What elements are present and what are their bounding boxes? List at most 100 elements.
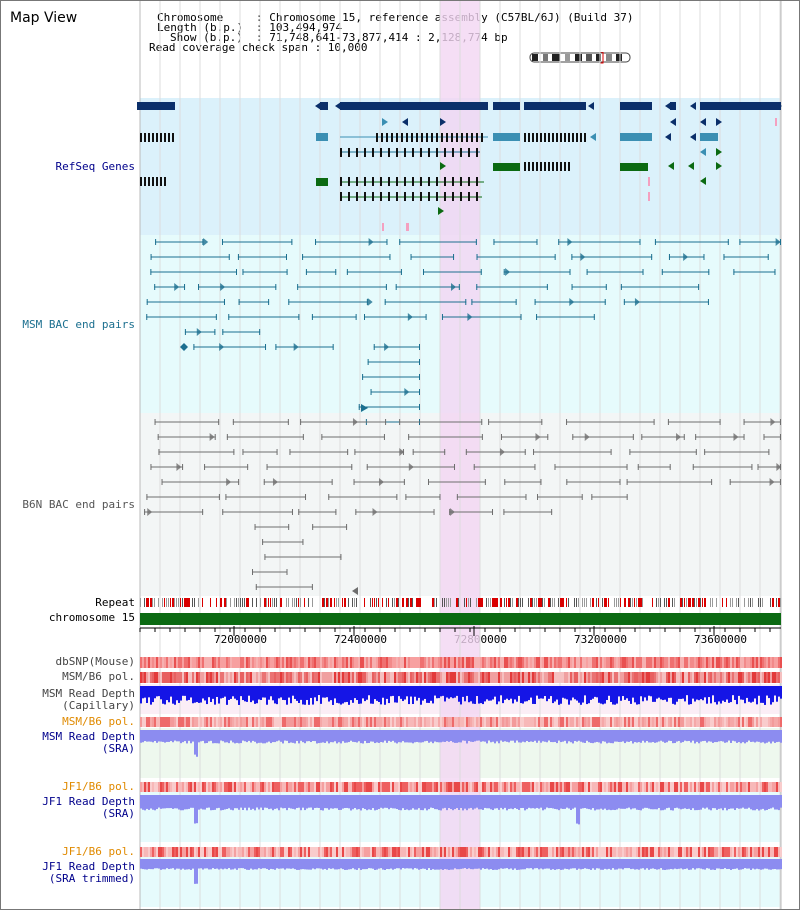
heat-cell (242, 672, 244, 683)
depth-bar (300, 859, 302, 870)
heat-cell (512, 782, 514, 792)
heat-cell (638, 717, 640, 727)
bac-end (465, 449, 467, 455)
gene-exon (396, 177, 398, 186)
heat-cell (654, 657, 656, 668)
depth-bar (320, 686, 322, 704)
heat-cell (538, 657, 540, 668)
heat-cell (484, 717, 486, 727)
repeat-mark (488, 598, 489, 607)
bac-end (453, 254, 455, 260)
gene-exon (428, 148, 430, 157)
heat-cell (210, 717, 212, 727)
heat-cell (268, 657, 270, 668)
depth-bar (708, 795, 710, 810)
heat-cell (758, 657, 760, 668)
heat-cell (678, 847, 680, 857)
depth-bar (466, 686, 468, 696)
heat-cell (634, 717, 636, 727)
depth-bar (410, 686, 412, 697)
depth-bar (442, 859, 444, 870)
heat-cell (496, 847, 498, 857)
heat-cell (338, 782, 340, 792)
repeat-mark (402, 598, 404, 607)
depth-bar (390, 795, 392, 808)
track-label-msm-b6-pol-1: MSM/B6 pol. (62, 670, 135, 683)
depth-bar (736, 686, 738, 705)
heat-cell (158, 657, 160, 668)
heat-cell (212, 657, 214, 668)
depth-bar (522, 730, 524, 742)
heat-cell (696, 672, 698, 683)
track-label-msm-bac[interactable]: MSM BAC end pairs (22, 318, 135, 331)
heat-cell (688, 717, 690, 727)
heat-cell (404, 782, 406, 792)
depth-bar (390, 686, 392, 697)
heat-cell (486, 717, 488, 727)
heat-cell (460, 847, 462, 857)
heat-cell (734, 847, 736, 857)
heat-cell (194, 672, 196, 683)
depth-bar (140, 730, 142, 743)
heat-cell (182, 847, 184, 857)
heat-cell (514, 657, 516, 668)
heat-cell (588, 847, 590, 857)
bac-end (768, 449, 770, 455)
depth-bar (168, 859, 170, 870)
depth-bar (540, 686, 542, 699)
bac-end (287, 419, 289, 425)
heat-cell (194, 847, 196, 857)
track-label-jf1-depth-trim-1: JF1 Read Depth (42, 860, 135, 873)
heat-cell (492, 847, 494, 857)
bac-end (155, 239, 157, 245)
repeat-mark (532, 598, 533, 607)
gene-block (620, 133, 652, 141)
track-label-b6n-bac[interactable]: B6N BAC end pairs (22, 498, 135, 511)
heat-cell (728, 717, 730, 727)
heat-cell (234, 717, 236, 727)
bac-end (285, 254, 287, 260)
heat-cell (170, 717, 172, 727)
heat-cell (682, 657, 684, 668)
bac-end (247, 464, 249, 470)
repeat-mark (758, 598, 759, 607)
depth-bar (778, 686, 780, 697)
depth-bar (628, 859, 630, 869)
bac-end (456, 494, 458, 500)
heat-cell (150, 672, 152, 683)
gene-exon (476, 192, 478, 201)
heat-cell (718, 717, 720, 727)
depth-bar (518, 859, 520, 870)
bac-end (288, 299, 290, 305)
depth-bar (158, 686, 160, 697)
depth-bar (370, 859, 372, 869)
heat-cell (202, 672, 204, 683)
heat-cell (586, 672, 588, 683)
repeat-mark (146, 598, 148, 607)
track-label-refseq[interactable]: RefSeq Genes (55, 160, 135, 173)
heat-cell (542, 782, 544, 792)
bac-end (354, 449, 356, 455)
bac-end (264, 554, 266, 560)
heat-cell (328, 847, 330, 857)
heat-cell (662, 717, 664, 727)
heat-cell (472, 717, 474, 727)
depth-bar (626, 686, 628, 699)
repeat-mark (174, 598, 175, 607)
depth-bar (478, 686, 480, 704)
bac-end (566, 479, 568, 485)
heat-cell (280, 847, 282, 857)
heat-cell (704, 672, 706, 683)
heat-cell (628, 782, 630, 792)
repeat-mark (684, 598, 685, 607)
heat-cell (540, 847, 542, 857)
depth-bar (350, 686, 352, 701)
heat-cell (662, 657, 664, 668)
depth-bar (198, 730, 200, 743)
repeat-mark (558, 598, 559, 607)
depth-bar (552, 686, 554, 704)
heat-cell (294, 657, 296, 668)
heat-cell (446, 782, 448, 792)
depth-bar (366, 686, 368, 700)
